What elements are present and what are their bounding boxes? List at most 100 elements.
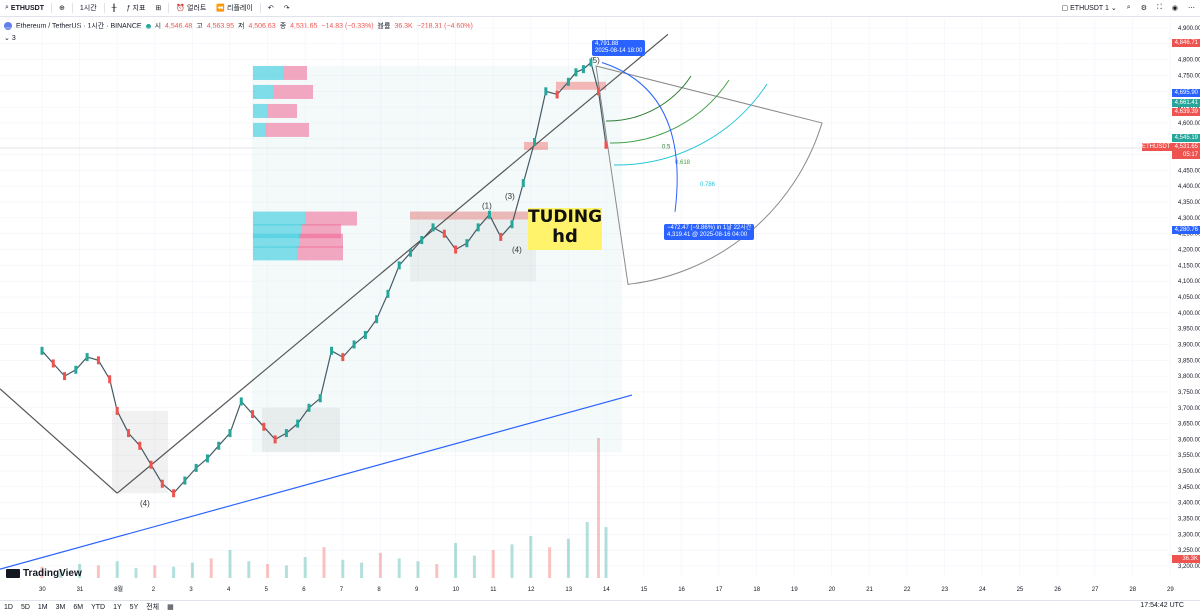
tradingview-logo[interactable]: TradingView xyxy=(6,568,82,579)
chart-type-button[interactable]: ╫ xyxy=(107,0,122,16)
price-tick-label: 3,650.00 xyxy=(1178,422,1200,428)
search-icon: ⌕ xyxy=(1127,4,1131,12)
price-tag-countdown: 05:17 xyxy=(1172,151,1200,159)
calendar-icon: ▦ xyxy=(167,604,174,611)
price-tick-label: 3,350.00 xyxy=(1178,517,1200,523)
candlestick-icon: ╫ xyxy=(112,5,117,12)
candle xyxy=(74,366,77,374)
symbol-label: ETHUSDT xyxy=(11,5,44,12)
time-tick-label: 11 xyxy=(490,587,497,593)
time-tick-label: 17 xyxy=(716,587,723,593)
price-tick-label: 4,600.00 xyxy=(1178,121,1200,127)
price-tag-blue2: 4,280.76 xyxy=(1172,226,1200,234)
replay-button[interactable]: ⏪ 리플레이 xyxy=(211,0,257,16)
range-1m[interactable]: 1M xyxy=(34,604,52,611)
compare-symbol-button[interactable]: ⊕ xyxy=(54,0,70,16)
price-tick-label: 4,750.00 xyxy=(1178,73,1200,79)
toolbar-divider xyxy=(51,3,52,13)
settings-button[interactable]: ⚙ xyxy=(1136,0,1152,16)
undo-button[interactable]: ↶ xyxy=(263,0,279,16)
utc-clock[interactable]: 17:54:42 UTC xyxy=(1140,602,1184,609)
time-tick-label: 14 xyxy=(603,587,610,593)
volume-bar xyxy=(492,550,495,578)
volume-bar xyxy=(191,563,194,578)
layout-button[interactable]: ▢ ETHUSDT 1 ⌄ xyxy=(1057,0,1122,16)
time-tick-label: 28 xyxy=(1129,587,1136,593)
time-tick-label: 8 xyxy=(377,587,381,593)
range-ytd[interactable]: YTD xyxy=(87,604,109,611)
volume-profile-bar xyxy=(253,212,305,226)
range-5d[interactable]: 5D xyxy=(17,604,34,611)
measure-callout-change: −472.47 (−9.86%) in 1날 22시간 xyxy=(667,225,751,232)
time-tick-label: 21 xyxy=(866,587,873,593)
fullscreen-button[interactable]: ⛶ xyxy=(1152,0,1167,16)
volume-profile-bar xyxy=(253,234,299,248)
candle xyxy=(488,211,491,219)
range-6m[interactable]: 6M xyxy=(69,604,87,611)
candle xyxy=(582,65,585,73)
price-tick-label: 3,700.00 xyxy=(1178,406,1200,412)
range-5y[interactable]: 5Y xyxy=(126,604,143,611)
volume-bar xyxy=(285,565,288,578)
volume-bar xyxy=(135,568,138,578)
toolbar-divider xyxy=(168,3,169,13)
measure-callout: −472.47 (−9.86%) in 1날 22시간 4,319.41 @ 2… xyxy=(664,224,754,240)
fib-arc xyxy=(610,80,729,143)
volume-bar xyxy=(210,558,213,578)
candle xyxy=(262,423,265,431)
time-tick-label: 30 xyxy=(39,587,46,593)
candle xyxy=(398,261,401,269)
candle xyxy=(319,394,322,402)
grid-icon: ⊞ xyxy=(155,4,161,12)
time-tick-label: 12 xyxy=(528,587,535,593)
templates-button[interactable]: ⊞ xyxy=(150,0,166,16)
volume-bar xyxy=(511,544,514,578)
candle xyxy=(86,353,89,361)
candle xyxy=(386,290,389,298)
toolbar-divider xyxy=(260,3,261,13)
quick-search-button[interactable]: ⌕ xyxy=(1122,0,1136,16)
alert-button[interactable]: ⏰ 얼러트 xyxy=(171,0,211,16)
interval-label: 1시간 xyxy=(80,3,97,13)
candle xyxy=(296,420,299,428)
date-range-button[interactable]: ▦ xyxy=(163,603,178,611)
candle xyxy=(465,239,468,247)
time-tick-label: 7 xyxy=(340,587,344,593)
more-button[interactable]: ⋯ xyxy=(1183,0,1200,16)
candle xyxy=(240,397,243,405)
snapshot-button[interactable]: ◉ xyxy=(1167,0,1183,16)
candle xyxy=(364,331,367,339)
range-1d[interactable]: 1D xyxy=(0,604,17,611)
layout-square-icon: ▢ xyxy=(1062,4,1069,12)
volume-bar xyxy=(229,550,232,578)
time-tick-label: 9 xyxy=(415,587,419,593)
range-all[interactable]: 전체 xyxy=(142,602,163,612)
high-callout-time: 2025-08-14 18:00 xyxy=(595,48,642,55)
candle xyxy=(150,461,153,469)
indicators-button[interactable]: ƒ 지표 xyxy=(122,0,151,16)
candle xyxy=(511,220,514,228)
bottom-toolbar: 1D 5D 1M 3M 6M YTD 1Y 5Y 전체 ▦ 17:54:42 U… xyxy=(0,600,1200,613)
fib-fan-outline xyxy=(596,66,822,284)
candle xyxy=(108,375,111,383)
price-tick-label: 3,850.00 xyxy=(1178,358,1200,364)
wave-label: (1) xyxy=(482,201,492,210)
interval-button[interactable]: 1시간 xyxy=(75,0,102,16)
symbol-search-button[interactable]: ⌕ ETHUSDT xyxy=(0,0,49,16)
volume-bar xyxy=(379,553,382,578)
candle xyxy=(229,429,232,437)
range-1y[interactable]: 1Y xyxy=(109,604,126,611)
candle xyxy=(285,429,288,437)
volume-bar xyxy=(417,561,420,578)
time-tick-label: 15 xyxy=(641,587,648,593)
volume-bar xyxy=(567,539,570,578)
range-3m[interactable]: 3M xyxy=(52,604,70,611)
candle xyxy=(307,404,310,412)
redo-button[interactable]: ↷ xyxy=(279,0,295,16)
volume-bar xyxy=(435,564,438,578)
time-tick-label: 29 xyxy=(1167,587,1174,593)
candle xyxy=(533,138,536,146)
